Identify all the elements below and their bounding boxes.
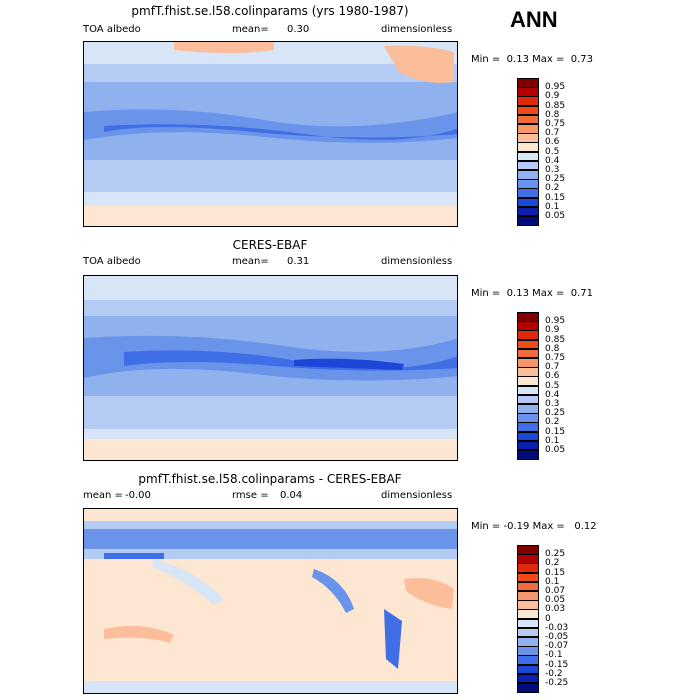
- panel-3-rmse-value: 0.04: [280, 490, 303, 501]
- panel-3-min-label: Min =: [471, 521, 501, 532]
- colorbar-label: 0.75: [545, 119, 566, 129]
- panel-2-map-svg: [84, 276, 457, 460]
- colorbar-label: 0.5: [545, 146, 560, 157]
- colorbar-cell: [517, 450, 539, 460]
- colorbar-label: 0.6: [545, 137, 560, 148]
- colorbar-label: 0.4: [545, 155, 560, 166]
- colorbar-label: -0.03: [545, 622, 569, 633]
- colorbar-label: -0.2: [545, 668, 563, 679]
- panel-2-mean-label: mean=: [232, 256, 269, 267]
- colorbar-label: 0.25: [545, 174, 566, 185]
- colorbar-label: 0.05: [545, 211, 566, 221]
- panel-3-rmse-label: rmse =: [232, 490, 269, 501]
- colorbar-label: 0.7: [545, 362, 560, 373]
- colorbar-label: 0.03: [545, 604, 566, 615]
- colorbar-label: 0.8: [545, 343, 560, 354]
- colorbar-cell: [517, 216, 539, 226]
- panel-3-max-value: 0.12: [574, 521, 597, 532]
- panel-3-map: [83, 508, 458, 694]
- panel-2-title: CERES-EBAF: [232, 238, 308, 252]
- season-label: ANN: [510, 7, 558, 32]
- colorbar-label: 0.5: [545, 380, 560, 391]
- colorbar-label: 0.85: [545, 334, 566, 345]
- colorbar-label: 0.6: [545, 371, 560, 382]
- colorbar-label: 0.25: [545, 549, 566, 560]
- panel-1-title: pmfT.fhist.se.l58.colinparams (yrs 1980-…: [131, 4, 409, 18]
- colorbar-label: 0.75: [545, 353, 566, 363]
- panel-2-minmax: Min = 0.13 Max = 0.71: [471, 288, 593, 299]
- colorbar-label: 0.2: [545, 558, 560, 569]
- panel-3-mean-label: mean =: [83, 490, 123, 501]
- panel-2-variable: TOA albedo: [83, 256, 141, 267]
- panel-3-max-label: Max =: [532, 521, 565, 532]
- colorbar-label: 0.3: [545, 399, 560, 409]
- colorbar-label: 0.05: [545, 445, 566, 455]
- colorbar-label: 0: [545, 613, 551, 624]
- panel-2-min-label: Min =: [471, 288, 501, 299]
- colorbar-label: 0.4: [545, 389, 560, 400]
- colorbar-label: 0.1: [545, 201, 560, 212]
- colorbar-label: 0.15: [545, 426, 566, 437]
- colorbar-label: -0.1: [545, 650, 563, 661]
- panel-2-units: dimensionless: [381, 256, 453, 267]
- colorbar-label: 0.1: [545, 576, 560, 587]
- panel-1-min-label: Min =: [471, 54, 501, 65]
- colorbar-label: 0.9: [545, 91, 560, 102]
- panel-1-map: [83, 41, 458, 227]
- colorbar-label: 0.3: [545, 165, 560, 175]
- panel-3-title: pmfT.fhist.se.l58.colinparams - CERES-EB…: [138, 472, 402, 486]
- panel-2-mean-value: 0.31: [287, 256, 310, 267]
- panel-1-mean-value: 0.30: [287, 24, 310, 35]
- colorbar-label: 0.9: [545, 325, 560, 336]
- panel-1-min-value: 0.13: [506, 54, 529, 65]
- colorbar-label: 0.2: [545, 417, 560, 428]
- panel-1-minmax: Min = 0.13 Max = 0.73: [471, 54, 593, 65]
- colorbar-label: 0.95: [545, 316, 566, 327]
- panel-1-max-value: 0.73: [570, 54, 593, 65]
- colorbar-label: 0.85: [545, 100, 566, 111]
- colorbar-label: 0.7: [545, 128, 560, 139]
- colorbar-label: 0.05: [545, 595, 566, 606]
- panel-1-map-svg: [84, 42, 457, 226]
- colorbar-label: 0.8: [545, 109, 560, 120]
- panel-3-minmax: Min = -0.19 Max = 0.12: [471, 521, 597, 532]
- colorbar-label: 0.2: [545, 183, 560, 194]
- colorbar-label: -0.15: [545, 659, 569, 670]
- colorbar-label: -0.05: [545, 632, 569, 642]
- panel-3-units: dimensionless: [381, 490, 453, 501]
- panel-3-mean-value: -0.00: [125, 490, 151, 501]
- panel-2-max-label: Max =: [532, 288, 565, 299]
- colorbar-cell: [517, 683, 539, 693]
- colorbar-label: -0.25: [545, 678, 569, 688]
- colorbar-label: 0.95: [545, 82, 566, 93]
- panel-1-max-label: Max =: [532, 54, 565, 65]
- colorbar-label: -0.07: [545, 641, 569, 652]
- panel-1-mean-label: mean=: [232, 24, 269, 35]
- panel-2-map: [83, 275, 458, 461]
- colorbar-label: 0.1: [545, 435, 560, 446]
- panel-1-variable: TOA albedo: [83, 24, 141, 35]
- panel-3-min-value: -0.19: [503, 521, 530, 532]
- colorbar-label: 0.07: [545, 586, 566, 596]
- colorbar-label: 0.25: [545, 408, 566, 419]
- colorbar-label: 0.15: [545, 192, 566, 203]
- panel-2-min-value: 0.13: [506, 288, 529, 299]
- panel-2-max-value: 0.71: [570, 288, 593, 299]
- panel-1-units: dimensionless: [381, 24, 453, 35]
- panel-3-map-svg: [84, 509, 457, 693]
- colorbar-label: 0.15: [545, 567, 566, 578]
